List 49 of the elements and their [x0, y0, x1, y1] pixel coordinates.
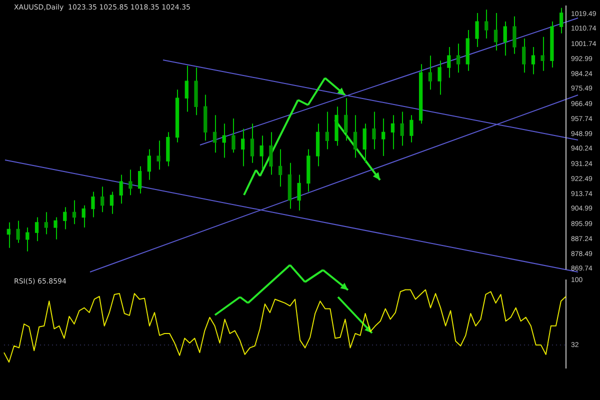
candlestick — [16, 220, 20, 244]
candlestick — [382, 118, 386, 157]
candlestick — [390, 114, 395, 150]
candlestick — [475, 12, 479, 48]
candlestick — [26, 227, 30, 252]
candlestick — [72, 200, 76, 225]
candlestick — [494, 12, 498, 51]
candlestick — [34, 216, 39, 242]
candlestick — [222, 123, 226, 158]
candlestick — [184, 65, 188, 112]
candlestick — [6, 222, 11, 248]
candlestick — [438, 60, 442, 96]
candlestick — [63, 206, 67, 230]
candlestick — [531, 46, 536, 75]
candlestick — [540, 36, 544, 72]
candlestick — [110, 191, 114, 214]
candlestick — [100, 186, 104, 213]
candlestick — [241, 128, 245, 167]
candlestick — [559, 7, 564, 34]
candlestick — [260, 135, 264, 170]
candlestick — [353, 114, 358, 158]
candlestick — [522, 38, 526, 74]
candlestick — [212, 114, 217, 154]
candlestick — [269, 132, 273, 176]
candlestick — [82, 204, 86, 228]
candlestick — [232, 118, 236, 154]
candlestick — [362, 123, 366, 164]
candlestick — [156, 140, 160, 170]
candlestick — [372, 111, 376, 150]
candlestick — [484, 9, 488, 40]
candlestick — [54, 216, 58, 240]
candlestick — [400, 111, 404, 146]
candlestick — [344, 98, 348, 142]
candlestick — [456, 43, 460, 74]
candlestick — [447, 46, 451, 78]
candlestick — [250, 123, 254, 164]
candlestick — [410, 114, 414, 143]
candlestick — [325, 111, 329, 150]
candlestick — [147, 148, 152, 180]
candlestick — [512, 16, 516, 54]
candlestick — [278, 148, 282, 188]
candlestick — [428, 55, 432, 90]
candlestick — [119, 174, 123, 204]
candlestick — [44, 212, 48, 235]
candlestick — [138, 166, 142, 194]
candlestick — [91, 191, 95, 218]
candlestick — [297, 174, 301, 211]
candlestick — [503, 21, 507, 56]
candlestick — [128, 169, 132, 196]
